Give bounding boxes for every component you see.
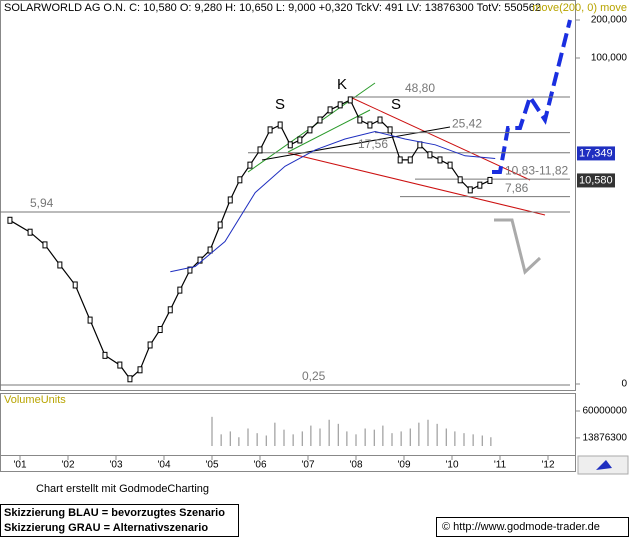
- price-candle: [397, 156, 403, 164]
- credit: Chart erstellt mit GodmodeCharting: [36, 483, 209, 495]
- last-value-box: [577, 146, 615, 161]
- price-candle: [267, 126, 273, 134]
- level-label: 5,94: [30, 196, 54, 210]
- price-candle: [247, 161, 253, 169]
- volume-tick-label: 60000000: [583, 406, 628, 417]
- price-candle: [307, 126, 313, 134]
- price-candle: [57, 261, 63, 269]
- price-candle: [377, 116, 383, 124]
- level-label: 17,56: [358, 137, 388, 151]
- last-value-label: 10,580: [579, 174, 613, 186]
- volume-label: VolumeUnits: [4, 394, 66, 406]
- price-candle: [157, 326, 163, 334]
- price-candle: [487, 176, 493, 184]
- price-candle: [347, 96, 353, 104]
- price-candle: [257, 146, 263, 154]
- price-candle: [457, 176, 463, 184]
- price-candle: [42, 241, 48, 249]
- scenario-gray-note: Skizzierung GRAU = Alternativszenario: [4, 522, 208, 534]
- price-candle: [297, 136, 303, 144]
- scenario-blue-note: Skizzierung BLAU = bevorzugtes Szenario: [4, 507, 225, 519]
- price-candle: [87, 316, 93, 324]
- volume-tick-label: 13876300: [583, 433, 628, 444]
- last-value-box: [577, 173, 615, 188]
- scenario-gray: [494, 218, 542, 275]
- price-candle: [227, 196, 233, 204]
- pattern-label: S: [391, 96, 401, 113]
- price-candle: [387, 126, 393, 134]
- price-candle: [7, 216, 13, 224]
- x-tick-label: '11: [494, 460, 507, 471]
- price-candle: [317, 116, 323, 124]
- y-tick-label: 0: [621, 379, 627, 390]
- price-candle: [467, 186, 473, 194]
- price-panel: [0, 0, 576, 391]
- price-candle: [137, 366, 143, 374]
- price-candle: [102, 351, 108, 359]
- level-label: 10,83-11,82: [505, 163, 568, 177]
- price-candle: [147, 341, 153, 349]
- price-candle: [187, 266, 193, 274]
- x-tick-label: '01: [13, 460, 26, 471]
- url: © http://www.godmode-trader.de: [442, 521, 600, 533]
- price-candle: [357, 116, 363, 124]
- level-label: 25,42: [452, 117, 482, 131]
- nav-icon: [596, 460, 612, 470]
- price-candle: [237, 176, 243, 184]
- url-box: [436, 517, 629, 537]
- x-tick-label: '04: [157, 460, 170, 471]
- x-axis-panel: [0, 455, 576, 472]
- x-tick-label: '10: [445, 460, 458, 471]
- price-candle: [447, 161, 453, 169]
- price-candle: [427, 151, 433, 159]
- price-candle: [217, 221, 223, 229]
- price-candle: [477, 181, 483, 189]
- indicator-label: move(200, 0) move: [532, 2, 627, 14]
- moving-average: [170, 130, 496, 273]
- price-candle: [367, 121, 373, 129]
- price-candle: [27, 228, 33, 236]
- chart-title: SOLARWORLD AG O.N. C: 10,580 O: 9,280 H:…: [4, 2, 541, 14]
- pattern-label: K: [337, 76, 347, 93]
- price-candle: [72, 281, 78, 289]
- y-tick-label: 100,000: [591, 53, 628, 64]
- price-candle: [437, 156, 443, 164]
- x-tick-label: '03: [109, 460, 122, 471]
- y-tick-label: 200,000: [591, 15, 628, 26]
- price-candle: [127, 375, 133, 383]
- price-candle: [207, 246, 213, 254]
- price-candle: [327, 106, 333, 114]
- price-candle: [277, 121, 283, 129]
- price-candle: [167, 306, 173, 314]
- x-tick-label: '06: [253, 460, 266, 471]
- x-tick-label: '08: [349, 460, 362, 471]
- price-candle: [177, 286, 183, 294]
- price-candle: [287, 141, 293, 149]
- price-candle: [337, 101, 343, 109]
- trend-channel: [287, 109, 371, 153]
- x-tick-label: '05: [205, 460, 218, 471]
- x-tick-label: '09: [397, 460, 410, 471]
- scenario-blue: [492, 19, 572, 174]
- x-tick-label: '02: [61, 460, 74, 471]
- price-candle: [117, 361, 123, 369]
- last-value-label: 17,349: [579, 147, 613, 159]
- level-label: 48,80: [405, 81, 435, 95]
- price-candle: [407, 156, 413, 164]
- level-label: 7,86: [505, 181, 529, 195]
- legend-box: [0, 504, 239, 537]
- x-tick-label: '07: [301, 460, 314, 471]
- x-tick-label: '12: [541, 460, 554, 471]
- level-label: 0,25: [302, 369, 326, 383]
- trend-channel: [287, 152, 546, 216]
- pattern-label: S: [275, 96, 285, 113]
- price-candle: [417, 141, 423, 149]
